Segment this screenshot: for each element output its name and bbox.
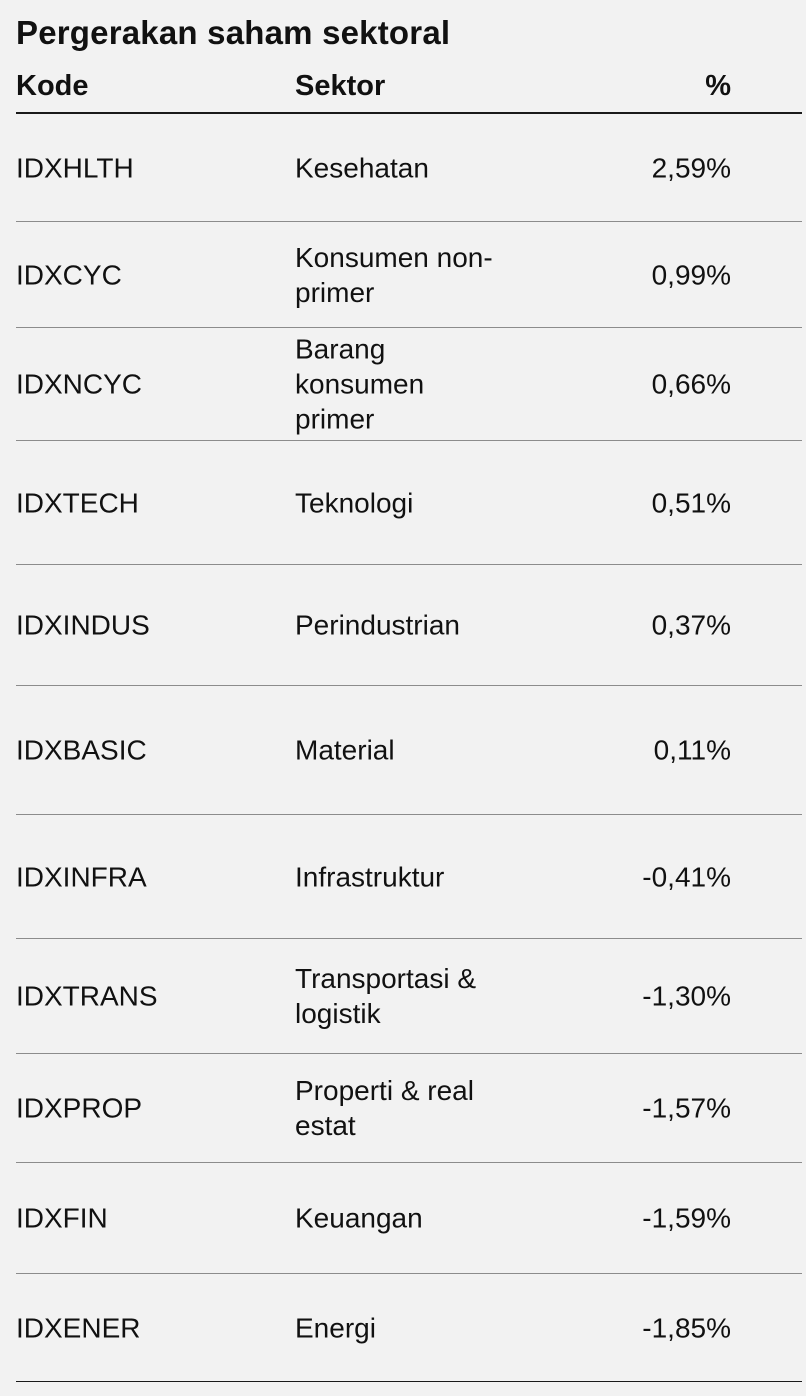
table-row: IDXPROP Properti & real estat -1,57% <box>16 1054 802 1163</box>
row-sector: Keuangan <box>295 1202 423 1234</box>
row-sector: Infrastruktur <box>295 861 445 892</box>
column-header-percent: % <box>705 70 731 102</box>
table-row: IDXFIN Keuangan -1,59% <box>16 1163 802 1274</box>
row-code: IDXTRANS <box>16 980 158 1012</box>
table-row: IDXTECH Teknologi 0,51% <box>16 441 802 565</box>
row-sector: Perindustrian <box>295 609 460 641</box>
row-code: IDXINDUS <box>16 609 150 641</box>
row-sector: Konsumen non-primer <box>295 241 493 308</box>
row-percent: -1,85% <box>642 1312 731 1343</box>
row-sector: Barang konsumen primer <box>295 333 425 435</box>
column-header-code: Kode <box>16 70 89 102</box>
table-row: IDXINDUS Perindustrian 0,37% <box>16 565 802 686</box>
row-code: IDXFIN <box>16 1202 108 1234</box>
row-code: IDXINFRA <box>16 861 147 892</box>
row-percent: -1,59% <box>642 1202 731 1234</box>
table-row: IDXENER Energi -1,85% <box>16 1274 802 1382</box>
row-code: IDXENER <box>16 1312 141 1343</box>
row-code: IDXNCYC <box>16 368 143 400</box>
row-sector: Properti & real estat <box>295 1075 474 1141</box>
row-percent: 0,51% <box>651 487 731 518</box>
table-row: IDXNCYC Barang konsumen primer 0,66% <box>16 328 802 441</box>
table-row: IDXHLTH Kesehatan 2,59% <box>16 114 802 222</box>
table-header: Kode Sektor % <box>16 62 802 114</box>
row-sector: Kesehatan <box>295 152 429 183</box>
row-percent: 0,99% <box>651 259 731 290</box>
table-row: IDXINFRA Infrastruktur -0,41% <box>16 815 802 939</box>
column-header-sector: Sektor <box>295 70 386 102</box>
table-title: Pergerakan saham sektoral <box>16 14 451 51</box>
row-code: IDXPROP <box>16 1092 143 1124</box>
row-percent: -0,41% <box>642 861 731 892</box>
row-percent: -1,30% <box>642 980 731 1012</box>
row-code: IDXBASIC <box>16 734 147 766</box>
row-sector: Transportasi & logistik <box>295 963 477 1029</box>
table-row: IDXTRANS Transportasi & logistik -1,30% <box>16 939 802 1054</box>
row-percent: -1,57% <box>642 1092 731 1124</box>
table-row: IDXBASIC Material 0,11% <box>16 686 802 815</box>
row-code: IDXHLTH <box>16 152 134 183</box>
row-code: IDXCYC <box>16 259 122 290</box>
row-percent: 0,66% <box>651 368 731 400</box>
row-sector: Energi <box>295 1312 376 1343</box>
row-sector: Material <box>295 734 395 766</box>
row-percent: 0,11% <box>653 734 731 766</box>
row-sector: Teknologi <box>295 487 414 518</box>
row-percent: 2,59% <box>651 152 731 183</box>
row-code: IDXTECH <box>16 487 139 518</box>
row-percent: 0,37% <box>651 609 731 641</box>
table-row: IDXCYC Konsumen non-primer 0,99% <box>16 222 802 328</box>
